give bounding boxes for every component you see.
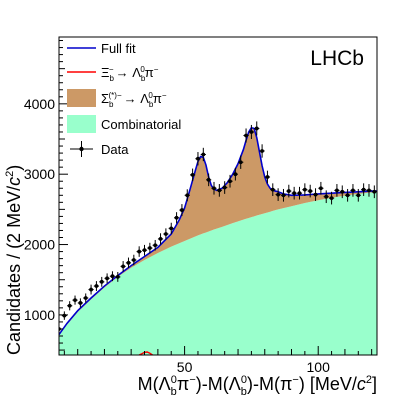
- data-point: [168, 222, 174, 234]
- data-point: [345, 188, 351, 202]
- data-point: [190, 168, 196, 182]
- legend-label-full_fit: Full fit: [101, 41, 136, 56]
- data-point: [99, 276, 105, 287]
- y-tick-label: 3000: [24, 166, 55, 182]
- data-point: [339, 185, 345, 199]
- plot-frame: [58, 36, 378, 356]
- legend-symbol-data: [70, 141, 93, 157]
- data-point: [243, 128, 249, 143]
- data-point: [361, 183, 367, 196]
- data-point: [147, 242, 153, 254]
- y-axis-label: Candidates / (2 MeV/c2): [4, 165, 24, 355]
- data-point: [163, 228, 169, 240]
- y-tick-label: 1000: [24, 307, 55, 323]
- data-point: [179, 204, 185, 217]
- x-tick-label: 100: [307, 359, 331, 375]
- data-point: [296, 186, 303, 200]
- data-point: [216, 184, 222, 197]
- data-point: [157, 233, 164, 245]
- data-point: [280, 188, 287, 202]
- y-tick-label: 2000: [24, 237, 55, 253]
- data-point: [206, 173, 212, 187]
- data-points: [59, 121, 377, 333]
- data-point: [366, 184, 372, 197]
- data-point: [72, 295, 78, 305]
- data-point: [83, 293, 89, 303]
- legend-label-comb: Combinatorial: [101, 117, 181, 132]
- data-point: [88, 284, 94, 295]
- data-point: [318, 181, 324, 195]
- data-point: [184, 189, 190, 202]
- data-point: [312, 188, 319, 201]
- data-point: [227, 174, 233, 188]
- legend-symbol-sigmab: [67, 89, 96, 107]
- data-point: [109, 271, 116, 282]
- data-point: [238, 155, 244, 169]
- plot-area: [59, 121, 377, 355]
- legend-label-sigmab: Σb(*)− → Λb0π−: [101, 91, 167, 109]
- x-axis: 50 100: [63, 346, 373, 375]
- data-point: [115, 271, 121, 282]
- data-point: [270, 183, 276, 196]
- data-point: [371, 185, 377, 199]
- data-point: [222, 181, 228, 194]
- data-point: [93, 281, 100, 291]
- data-point: [259, 144, 265, 158]
- data-point: [355, 188, 361, 202]
- data-point: [232, 167, 238, 181]
- data-point: [275, 188, 281, 201]
- data-point: [77, 298, 83, 308]
- data-point: [350, 184, 356, 197]
- data-point: [125, 257, 132, 269]
- xib-line: [138, 351, 153, 355]
- data-point: [200, 147, 206, 162]
- data-point: [254, 121, 260, 136]
- data-point: [302, 183, 308, 196]
- y-axis: 1000 2000 3000 4000: [24, 40, 68, 351]
- data-point: [307, 184, 313, 198]
- legend-label-data: Data: [101, 142, 129, 157]
- data-point: [334, 184, 340, 197]
- x-axis-label: M(Λb0π−)-M(Λb0)-M(π−) [MeV/c2]: [138, 374, 377, 398]
- data-point: [291, 186, 297, 200]
- data-point: [286, 184, 292, 198]
- legend-label-xib: Ξb− → Λb0π−: [101, 65, 159, 83]
- data-point: [131, 254, 137, 266]
- data-point: [104, 273, 110, 284]
- data-point: [328, 191, 335, 205]
- data-point: [195, 152, 201, 166]
- data-point: [120, 261, 126, 272]
- data-point: [136, 246, 142, 257]
- data-point: [67, 301, 73, 311]
- combinatorial-area: [59, 192, 377, 355]
- data-point: [323, 190, 329, 204]
- x-tick-label: 50: [177, 359, 193, 375]
- legend: Full fit Ξb− → Λb0π− Σb(*)− → Λb0π− Combinato…: [67, 41, 181, 157]
- data-point: [248, 124, 255, 140]
- data-point: [141, 244, 148, 256]
- lhcb-label: LHCb: [310, 47, 364, 70]
- y-tick-label: 4000: [24, 96, 55, 112]
- data-point: [152, 239, 158, 251]
- data-point: [264, 170, 271, 184]
- data-point: [173, 212, 180, 224]
- data-point: [211, 181, 217, 195]
- legend-symbol-comb: [67, 115, 96, 133]
